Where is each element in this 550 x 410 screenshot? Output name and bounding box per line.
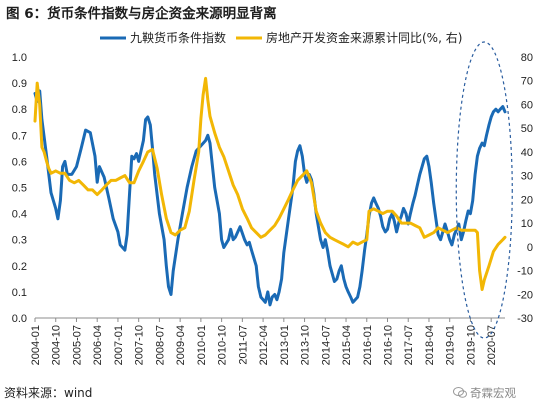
x-tick-label: 2017-07: [403, 325, 415, 365]
y-right-tick-label: 80: [521, 52, 533, 64]
y-right-tick-label: 60: [521, 99, 533, 111]
x-tick-label: 2005-07: [71, 325, 83, 365]
x-tick-label: 2009-04: [175, 325, 187, 365]
y-left-tick-label: 0.9: [12, 78, 27, 90]
y-right-tick-label: -10: [517, 266, 533, 278]
y-left-tick-label: 0.3: [12, 235, 27, 247]
y-right-tick-label: -20: [517, 289, 533, 301]
x-tick-label: 2018-04: [424, 325, 436, 365]
y-right-tick-label: 10: [521, 218, 533, 230]
highlight-ellipse: [455, 41, 513, 339]
x-tick-label: 2004-01: [30, 325, 42, 365]
x-tick-label: 2019-01: [445, 325, 457, 365]
wechat-icon: [453, 387, 467, 398]
y-left-tick-label: 0.1: [12, 287, 27, 299]
y-left-tick-label: 0.6: [12, 156, 27, 168]
x-tick-label: 2015-04: [341, 325, 353, 365]
chart-title: 图 6：货币条件指数与房企资金来源明显背离: [6, 6, 277, 22]
y-right-tick-label: -30: [517, 313, 533, 325]
x-tick-label: 2004-10: [51, 325, 63, 365]
legend-label: 九鞅货币条件指数: [130, 30, 226, 45]
series-layer: [33, 76, 507, 307]
source-note: 资料来源：wind: [4, 386, 93, 400]
y-left-tick-label: 0.4: [12, 209, 27, 221]
series-line-monetary-index: [33, 89, 507, 307]
y-left-tick-label: 0.5: [12, 183, 27, 195]
y-right-tick-label: 20: [521, 194, 533, 206]
y-right-tick-label: 70: [521, 76, 533, 88]
y-right-tick-label: 40: [521, 147, 533, 159]
x-tick-label: 2011-07: [237, 325, 249, 365]
x-tick-label: 2007-01: [113, 325, 125, 365]
axes: 0.0 0.1 0.2 0.3 0.4 0.5 0.6 0.7 0.8 0.9 1.0 -30 -20 -…: [12, 52, 533, 365]
x-tick-label: 2010-10: [217, 325, 229, 365]
x-tick-label: 2019-10: [465, 325, 477, 365]
watermark-text: 奇霖宏观: [470, 386, 516, 400]
x-tick-label: 2014-07: [320, 325, 332, 365]
x-tick-label: 2013-01: [279, 325, 291, 365]
x-tick-label: 2016-01: [362, 325, 374, 365]
x-tick-label: 2010-01: [196, 325, 208, 365]
y-right-tick-label: 50: [521, 123, 533, 135]
x-tick-label: 2008-07: [154, 325, 166, 365]
highlight-ellipse-group: [455, 41, 513, 339]
y-left-tick-label: 0.8: [12, 104, 27, 116]
series-line-real-estate-funding: [33, 76, 507, 291]
legend: 九鞅货币条件指数 房地产开发资金来源累计同比(%, 右): [100, 30, 462, 45]
x-tick-label: 2013-10: [300, 325, 312, 365]
x-tick-label: 2016-10: [383, 325, 395, 365]
x-tick-label: 2012-04: [258, 325, 270, 365]
y-left-tick-label: 0.7: [12, 130, 27, 142]
x-tick-label: 2006-04: [92, 325, 104, 365]
x-tick-label: 2020-07: [486, 325, 498, 365]
x-tick-label: 2007-10: [134, 325, 146, 365]
legend-label: 房地产开发资金来源累计同比(%, 右): [266, 30, 462, 45]
y-left-tick-label: 0.2: [12, 261, 27, 273]
chart-svg: 0.0 0.1 0.2 0.3 0.4 0.5 0.6 0.7 0.8 0.9 1.0 -30 -20 -…: [12, 30, 533, 365]
watermark: 奇霖宏观: [453, 385, 516, 401]
y-right-tick-label: 0: [527, 242, 533, 254]
y-right-tick-label: 30: [521, 171, 533, 183]
y-left-tick-label: 0.0: [12, 313, 27, 325]
y-left-tick-label: 1.0: [12, 52, 27, 64]
